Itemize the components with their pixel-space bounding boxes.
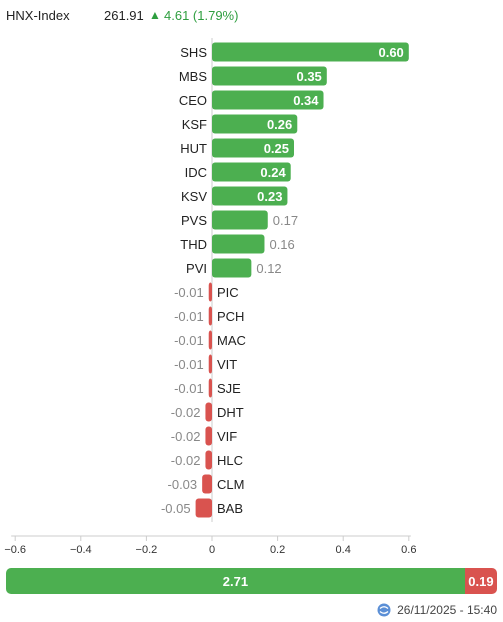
bar-pic [208,282,212,302]
bar-pvi [212,258,252,278]
category-label: PVI [186,261,207,276]
bar-clm [202,474,212,494]
category-label: IDC [185,165,207,180]
bar-thd [212,234,265,254]
category-label: VIT [217,357,237,372]
summary-up-segment: 2.71 [6,568,465,594]
value-label: 0.12 [256,261,281,276]
value-label: 0.35 [296,69,321,84]
category-label: PVS [181,213,207,228]
refresh-globe-icon[interactable] [377,603,391,617]
bar-vif [205,426,212,446]
value-label: -0.05 [161,501,191,516]
category-label: SHS [180,45,207,60]
category-label: KSF [182,117,207,132]
x-tick-label: 0.2 [270,544,285,556]
x-tick-label: −0.2 [136,544,158,556]
value-label: 0.60 [378,45,403,60]
update-timestamp: 26/11/2025 - 15:40 [377,603,497,617]
category-label: DHT [217,405,244,420]
bar-dht [205,402,212,422]
bar-hut [212,138,294,158]
x-tick-label: −0.6 [4,544,26,556]
x-tick-label: 0.4 [336,544,351,556]
category-label: PCH [217,309,244,324]
bar-ceo [212,90,324,110]
timestamp-text: 26/11/2025 - 15:40 [397,603,497,617]
value-label: -0.01 [174,357,204,372]
category-label: PIC [217,285,239,300]
value-label: -0.02 [171,429,201,444]
category-label: HLC [217,453,243,468]
value-label: 0.26 [267,117,292,132]
bar-sje [208,378,212,398]
category-label: CLM [217,477,244,492]
bar-mac [208,330,212,350]
category-label: THD [180,237,207,252]
value-label: -0.01 [174,309,204,324]
bar-shs [212,42,409,62]
index-change: 4.61 (1.79%) [164,8,239,23]
category-label: MBS [179,69,208,84]
value-label: 0.34 [293,93,319,108]
value-label: 0.17 [273,213,298,228]
bar-ksf [212,114,298,134]
bar-mbs [212,66,327,86]
x-tick-label: 0 [209,544,215,556]
bar-vit [208,354,212,374]
bar-pvs [212,210,268,230]
category-label: VIF [217,429,237,444]
category-label: KSV [181,189,207,204]
bar-bab [195,498,212,518]
bar-hlc [205,450,212,470]
x-tick-label: 0.6 [401,544,416,556]
value-label: 0.24 [260,165,286,180]
value-label: -0.02 [171,453,201,468]
bar-pch [208,306,212,326]
value-label: -0.01 [174,381,204,396]
summary-down-label: 0.19 [468,573,494,589]
value-label: 0.23 [257,189,282,204]
value-label: -0.02 [171,405,201,420]
x-tick-label: −0.4 [70,544,92,556]
index-name: HNX-Index [6,8,70,23]
bar-idc [212,162,291,182]
value-label: -0.01 [174,285,204,300]
category-label: BAB [217,501,243,516]
bar-ksv [212,186,288,206]
index-header: HNX-Index 261.91 ▲ 4.61 (1.79%) [6,6,496,26]
summary-bar: 2.71 0.19 [6,568,497,594]
up-arrow-icon: ▲ [149,8,161,22]
summary-up-label: 2.71 [222,573,249,589]
category-label: SJE [217,381,241,396]
index-value: 261.91 [104,8,144,23]
value-label: 0.25 [264,141,289,156]
summary-down-segment: 0.19 [464,568,497,594]
category-label: CEO [179,93,207,108]
category-label: HUT [180,141,207,156]
value-label: -0.01 [174,333,204,348]
value-label: 0.16 [269,237,294,252]
category-label: MAC [217,333,246,348]
value-label: -0.03 [168,477,198,492]
